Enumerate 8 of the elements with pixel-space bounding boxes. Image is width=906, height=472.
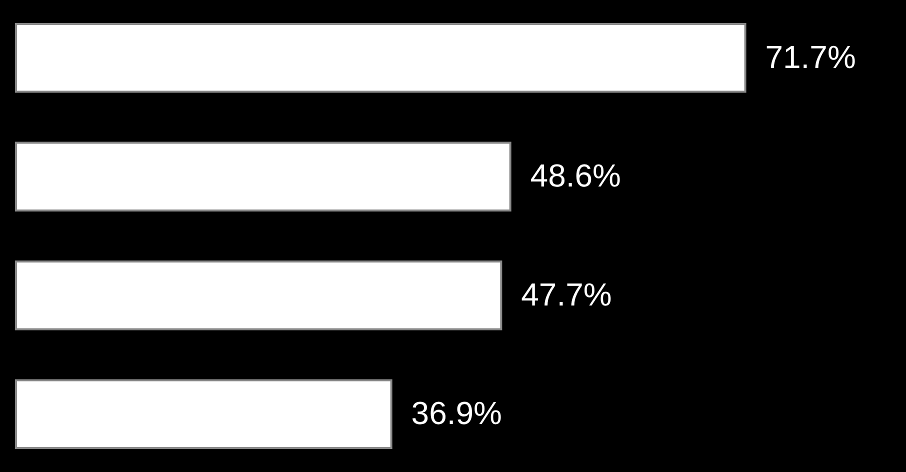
data-label: 48.6%	[530, 158, 621, 194]
data-label: 47.7%	[521, 276, 612, 312]
bar	[14, 23, 746, 93]
bar	[14, 379, 392, 449]
bar	[14, 142, 512, 212]
data-label: 71.7%	[765, 38, 856, 75]
data-label: 36.9%	[411, 395, 502, 432]
bar	[14, 260, 502, 330]
